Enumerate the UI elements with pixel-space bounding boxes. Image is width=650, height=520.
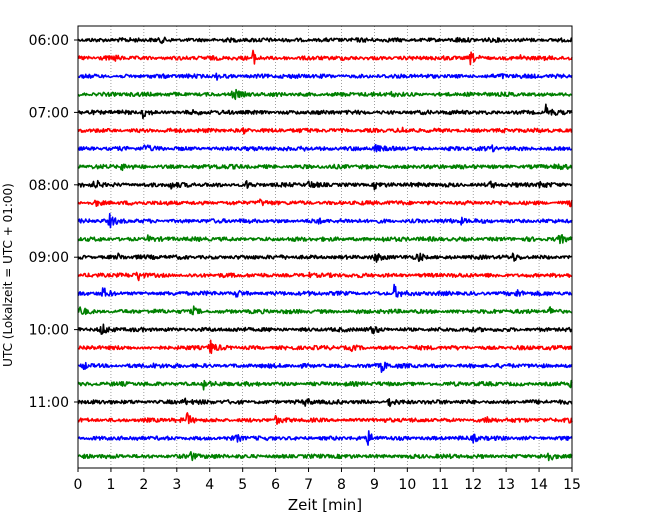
plot-frame [77, 25, 573, 469]
trace-line [77, 271, 573, 282]
x-axis-title: Zeit [min] [288, 496, 362, 514]
x-tick-label: 10 [398, 477, 416, 493]
trace-line [77, 305, 573, 316]
trace-line [77, 143, 573, 153]
trace-line [77, 397, 573, 408]
y-tick-label: 09:00 [29, 250, 69, 266]
y-tick-label: 11:00 [29, 395, 69, 411]
y-axis-ticks: 06:00 07:00 08:00 09:00 10:00 11:00 [29, 33, 78, 411]
y-axis-title: UTC (Lokalzeit = UTC + 01:00) [1, 183, 15, 367]
trace-line [77, 103, 573, 120]
trace-line [77, 88, 573, 101]
trace-line [77, 163, 573, 172]
trace-line [77, 234, 573, 245]
y-tick-label: 06:00 [29, 33, 69, 49]
trace-line [77, 36, 573, 45]
y-tick-label: 07:00 [29, 105, 69, 121]
trace-line [77, 430, 573, 446]
trace-line [77, 198, 573, 208]
trace-line [77, 126, 573, 135]
trace-line [77, 283, 573, 298]
trace-line [77, 379, 573, 391]
trace-line [77, 451, 573, 462]
x-tick-label: 7 [304, 477, 313, 493]
x-tick-label: 3 [172, 477, 181, 493]
x-tick-label: 12 [464, 477, 482, 493]
y-tick-label: 08:00 [29, 178, 69, 194]
x-tick-label: 0 [74, 477, 83, 493]
x-tick-label: 9 [370, 477, 379, 493]
x-tick-label: 8 [337, 477, 346, 493]
x-tick-label: 15 [563, 477, 581, 493]
trace-line [77, 323, 573, 335]
trace-line [77, 252, 573, 263]
x-axis-ticks: 0 1 2 3 4 5 6 7 8 9 10 11 12 13 14 15 [74, 468, 581, 493]
x-tick-label: 6 [271, 477, 280, 493]
x-tick-label: 2 [139, 477, 148, 493]
x-tick-label: 13 [497, 477, 515, 493]
x-tick-label: 5 [238, 477, 247, 493]
trace-line [77, 179, 573, 191]
x-tick-label: 4 [205, 477, 214, 493]
trace-line [77, 412, 573, 426]
trace-line [77, 72, 573, 81]
trace-line [77, 339, 573, 355]
x-tick-label: 11 [431, 477, 449, 493]
seismic-traces [77, 36, 573, 462]
y-tick-label: 10:00 [29, 323, 69, 339]
x-tick-label: 14 [530, 477, 548, 493]
trace-line [77, 49, 573, 66]
x-tick-label: 1 [106, 477, 115, 493]
trace-line [77, 212, 573, 229]
trace-line [77, 361, 573, 373]
